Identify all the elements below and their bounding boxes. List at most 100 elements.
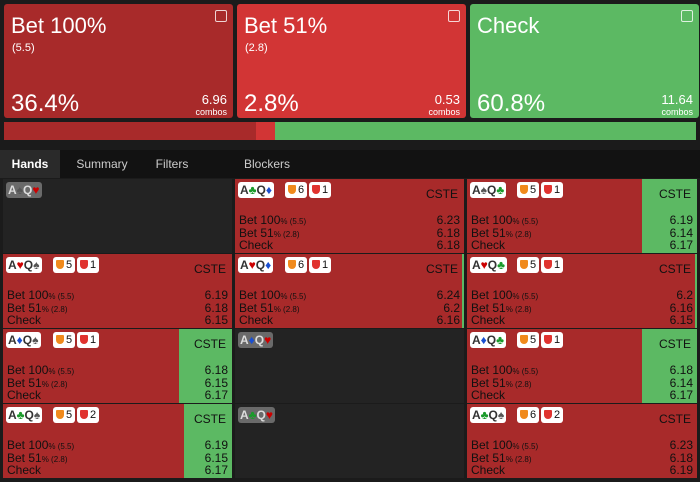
action-name: Check: [239, 313, 274, 327]
action-name: Bet 51: [7, 300, 42, 315]
frequency-bar-segment: [275, 122, 696, 140]
card-rank: A: [8, 333, 17, 347]
check-share: [461, 254, 464, 328]
badge-count: 5: [66, 409, 73, 421]
action-name: Check: [239, 238, 274, 252]
action-name: Bet 51: [7, 375, 42, 390]
action-row: Check: [7, 464, 41, 476]
ev-value: 6.17: [204, 463, 228, 477]
card-rank: Q: [255, 258, 266, 272]
check-share: [641, 329, 697, 403]
hand-cell[interactable]: A♠Q♣ 5 1 CSTE Bet 100% (5.5) 6.19 Bet 51% (2.8…: [467, 179, 697, 253]
combos-label: combos: [428, 107, 460, 117]
action-row: Bet 100% (5.5): [471, 439, 538, 453]
combos-label: combos: [661, 107, 693, 117]
ev-value: 6.24: [436, 288, 460, 302]
action-row: Check: [471, 239, 505, 251]
card-suit: ♣: [16, 408, 25, 422]
action-name: Check: [471, 388, 506, 402]
tag: CSTE: [425, 262, 458, 276]
card-suit: ♥: [264, 333, 272, 347]
card-suit: ♥: [248, 258, 256, 272]
hand-label: A♦Q♥: [238, 332, 274, 348]
badge-icon: [80, 260, 88, 269]
badge: 1: [77, 332, 100, 348]
action-name: Bet 51: [239, 225, 274, 240]
card-suit: ♦: [16, 333, 23, 347]
hand-cell[interactable]: A♣Q♦ 6 1 CSTE Bet 100% (5.5) 6.23 Bet 51% (2.8…: [235, 179, 464, 253]
card-rank: A: [8, 183, 17, 197]
card-suit: ♠: [33, 258, 40, 272]
hand-cell[interactable]: A♥Q♠ 5 1 CSTE Bet 100% (5.5) 6.19 Bet 51% (2.8…: [3, 254, 232, 328]
card-rank: Q: [256, 408, 266, 422]
badge: 5: [53, 332, 76, 348]
badge-count: 1: [90, 259, 97, 271]
action-size: % (5.5): [512, 217, 539, 226]
action-row: Bet 100% (5.5): [7, 289, 74, 303]
hand-cell[interactable]: A♣Q♠ 5 2 CSTE Bet 100% (5.5) 6.19 Bet 51% (2.8…: [3, 404, 232, 478]
action-size: % (5.5): [280, 292, 307, 301]
action-size: % (5.5): [512, 292, 539, 301]
action-row: Bet 100% (5.5): [7, 364, 74, 378]
badge: 2: [77, 407, 100, 423]
action-name: Check: [7, 463, 42, 477]
action-row: Bet 100% (5.5): [471, 289, 538, 303]
action-name: Bet 51: [471, 450, 506, 465]
action-card[interactable]: Bet 51% (2.8) 2.8% 0.53 combos: [237, 4, 466, 118]
hand-cell[interactable]: A♥Q♦ 6 1 CSTE Bet 100% (5.5) 6.24 Bet 51% (2.8…: [235, 254, 464, 328]
badge-icon: [56, 260, 64, 269]
action-row: Bet 51% (2.8): [7, 452, 68, 466]
action-row: Bet 51% (2.8): [239, 227, 300, 241]
hand-label: A♣Q♦: [238, 182, 275, 198]
combos-count: 11.64: [661, 92, 693, 107]
card-rank: A: [8, 258, 17, 272]
card-rank: Q: [487, 258, 498, 272]
ev-value: 6.16: [669, 300, 693, 315]
badge-icon: [544, 260, 552, 269]
tab[interactable]: Summary: [76, 157, 128, 171]
card-suit: ♣: [496, 333, 505, 347]
action-size: % (2.8): [505, 229, 532, 239]
action-card[interactable]: Check 60.8% 11.64 combos: [470, 4, 699, 118]
ev-value: 6.18: [436, 238, 460, 252]
badge-icon: [520, 260, 528, 269]
action-size: % (2.8): [273, 304, 300, 314]
tab[interactable]: Hands: [0, 150, 60, 178]
hand-label: A♣Q♥: [238, 407, 276, 423]
action-name: Bet 51: [471, 225, 506, 240]
hand-cell[interactable]: A♦Q♥: [235, 329, 464, 403]
hand-cell[interactable]: A♠Q♥: [3, 179, 232, 253]
check-share: [694, 254, 697, 328]
card-rank: A: [472, 408, 481, 422]
hand-cell[interactable]: A♦Q♠ 5 1 CSTE Bet 100% (5.5) 6.18 Bet 51% (2.8…: [3, 329, 232, 403]
action-size: % (2.8): [41, 304, 68, 314]
badge-icon: [288, 185, 296, 194]
tag: CSTE: [193, 262, 226, 276]
badge: 5: [517, 257, 540, 273]
hand-cell[interactable]: A♥Q♣ 5 1 CSTE Bet 100% (5.5) 6.2 Bet 51% (2.8)…: [467, 254, 697, 328]
badge: 1: [541, 332, 564, 348]
action-frequency: 2.8%: [244, 90, 299, 117]
action-row: Bet 51% (2.8): [239, 302, 300, 316]
tab[interactable]: Blockers: [243, 157, 290, 171]
hand-cell[interactable]: A♣Q♥: [235, 404, 464, 478]
action-name: Bet 100: [471, 213, 513, 227]
tab[interactable]: Filters: [148, 150, 196, 196]
ev-value: 6.19: [669, 463, 693, 477]
combos-label: combos: [195, 107, 227, 117]
tab-bar: [0, 150, 700, 178]
hand-cell[interactable]: A♣Q♠ 6 2 CSTE Bet 100% (5.5) 6.23 Bet 51% (2.8…: [467, 404, 697, 478]
card-suit: ♣: [248, 183, 257, 197]
action-name: Check: [471, 238, 506, 252]
hand-cell[interactable]: A♦Q♣ 5 1 CSTE Bet 100% (5.5) 6.18 Bet 51% (2.8…: [467, 329, 697, 403]
action-name: Bet 100: [239, 213, 281, 227]
card-suit: ♥: [32, 183, 40, 197]
badge-count: 1: [322, 184, 329, 196]
action-card[interactable]: Bet 100% (5.5) 36.4% 6.96 combos: [4, 4, 233, 118]
badge: 1: [77, 257, 100, 273]
card-suit: ♠: [32, 333, 39, 347]
action-name: Bet 100: [471, 363, 513, 377]
action-size: % (5.5): [48, 367, 75, 376]
ev-value: 6.23: [436, 213, 460, 227]
card-suit: ♥: [265, 408, 274, 422]
